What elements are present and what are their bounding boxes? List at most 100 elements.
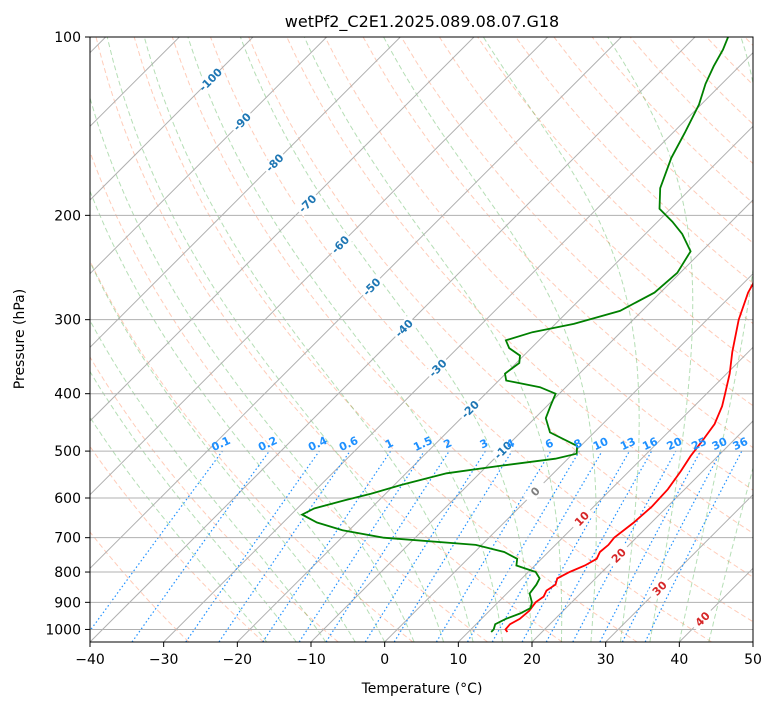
isotherm	[90, 37, 622, 570]
mixing-ratio-line	[599, 450, 702, 642]
y-tick-label: 300	[54, 313, 81, 329]
x-tick-label: 30	[597, 652, 615, 668]
mixing-ratio-line	[521, 450, 631, 642]
mixing-ratio-line	[325, 450, 450, 642]
mixing-ratio-line	[90, 450, 223, 632]
dry-adiabat	[90, 445, 264, 642]
moist-adiabat	[187, 37, 503, 642]
pressure-grid	[90, 37, 753, 630]
isotherm-label-bg	[605, 542, 632, 569]
mixing-ratio-label: 36	[731, 435, 751, 453]
isotherm-label-bg	[229, 109, 255, 135]
moist-adiabat	[90, 260, 356, 642]
isotherm-label-bg	[568, 505, 595, 532]
isotherm-label-bg	[424, 355, 451, 381]
y-tick-label: 600	[54, 491, 81, 507]
mixing-ratio-line	[393, 450, 513, 642]
dry-adiabat	[248, 37, 753, 578]
x-tick-label: −10	[296, 652, 326, 668]
isotherm	[310, 199, 753, 642]
moist-adiabat	[383, 37, 597, 642]
dry-adiabat	[438, 37, 753, 366]
isotherm-label-bg	[391, 315, 417, 341]
mixing-ratio-line	[218, 450, 351, 642]
chart-title: wetPf2_C2E1.2025.089.08.07.G18	[285, 12, 559, 32]
dry-adiabat	[744, 37, 753, 47]
isotherm-label-bg	[490, 437, 516, 463]
moist-adiabat	[678, 37, 753, 642]
dry-adiabat	[668, 37, 753, 125]
isotherm	[457, 346, 753, 642]
isotherm-label-bg	[689, 606, 716, 632]
y-axis-label: Pressure (hPa)	[12, 289, 28, 389]
y-tick-label: 100	[54, 30, 81, 46]
y-tick-label: 800	[54, 565, 81, 581]
isotherm-label-bg	[327, 231, 353, 258]
dry-adiabat	[706, 37, 753, 86]
isotherm	[90, 37, 696, 642]
mixing-ratio-label: 20	[665, 435, 685, 453]
isotherm	[236, 125, 753, 642]
mixing-ratio-label: 16	[640, 435, 660, 453]
y-tick-label: 1000	[45, 622, 81, 638]
mixing-ratio-line	[185, 450, 320, 642]
x-tick-label: 10	[449, 652, 467, 668]
isotherm-label: -100	[196, 65, 225, 94]
plot-area: -100-90-80-70-60-50-40-30-20-10010203040…	[89, 36, 754, 643]
moist-adiabat	[106, 37, 445, 642]
moist-adiabat	[708, 466, 753, 642]
x-tick-label: 20	[523, 652, 541, 668]
mixing-ratio-line	[298, 450, 425, 642]
mixing-ratio-line	[131, 450, 270, 642]
x-tick-label: 50	[744, 652, 762, 668]
dry-adiabat	[400, 37, 753, 407]
background-lines	[90, 37, 753, 642]
isotherm	[90, 37, 254, 201]
isotherm	[384, 272, 753, 642]
moist-adiabat	[303, 37, 563, 642]
mixing-ratio-label: 2	[442, 436, 454, 451]
dry-adiabat	[90, 150, 488, 642]
dry-adiabat	[362, 37, 753, 449]
mixing-ratio-label: 10	[591, 435, 611, 453]
mixing-ratio-label: 1	[383, 436, 395, 451]
inline-labels: -100-90-80-70-60-50-40-30-20-10010203040…	[196, 65, 751, 632]
y-tick-label: 500	[54, 444, 81, 460]
isotherm-label-bg	[358, 274, 385, 300]
moist-adiabat	[90, 319, 327, 642]
isotherm	[531, 420, 753, 642]
isotherm	[90, 37, 328, 275]
mixing-ratio-label: 25	[689, 435, 708, 453]
plot-frame	[89, 36, 754, 643]
isotherm-label-bg	[646, 575, 673, 601]
moist-adiabat	[143, 37, 474, 642]
dry-adiabat	[324, 37, 753, 491]
profile-lines	[300, 37, 753, 633]
y-tick-label: 700	[54, 531, 81, 547]
moist-adiabat	[90, 416, 268, 642]
isotherm	[90, 37, 475, 422]
x-axis-label: Temperature (°C)	[361, 681, 483, 697]
x-tick-label: −40	[75, 652, 105, 668]
dry-adiabat	[90, 356, 339, 642]
y-tick-label: 400	[54, 387, 81, 403]
dry-adiabat	[171, 37, 712, 642]
isotherm-label-bg	[457, 396, 483, 423]
mixing-ratio-line	[545, 450, 653, 642]
y-tick-label: 200	[54, 208, 81, 224]
dry-adiabat	[95, 37, 563, 642]
dry-adiabat	[515, 37, 753, 284]
isotherm	[678, 567, 753, 642]
isotherm	[90, 37, 401, 349]
isotherm-label-bg	[522, 478, 548, 505]
isotherm	[163, 51, 753, 642]
moist-adiabat	[239, 37, 533, 642]
x-tick-label: 40	[670, 652, 688, 668]
dry-adiabat	[90, 259, 414, 642]
x-tick-label: −20	[223, 652, 253, 668]
dewpoint-profile	[300, 37, 729, 633]
temperature-profile	[504, 281, 753, 633]
moist-adiabat	[607, 37, 694, 642]
y-axis: 100 200 300 400 500 600 700 800 900 1000	[45, 30, 90, 638]
mixing-ratio-line	[262, 450, 392, 642]
